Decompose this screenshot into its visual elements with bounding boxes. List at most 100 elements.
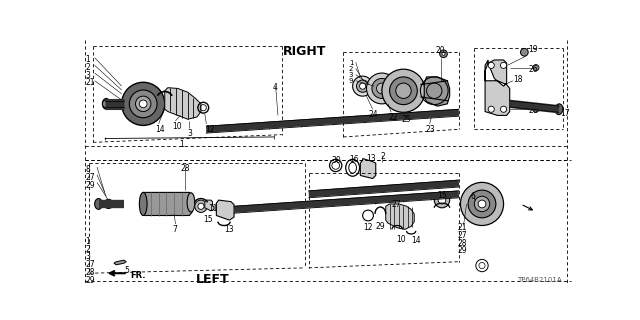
- Text: 25: 25: [401, 116, 411, 124]
- Text: 17: 17: [561, 109, 570, 118]
- Text: 10: 10: [396, 235, 405, 244]
- Text: TP64B2101A: TP64B2101A: [516, 277, 561, 283]
- Text: 14: 14: [155, 124, 164, 134]
- Text: 3: 3: [86, 252, 90, 261]
- Polygon shape: [485, 60, 509, 116]
- Text: 21: 21: [458, 223, 467, 232]
- Circle shape: [106, 202, 111, 206]
- Polygon shape: [114, 260, 126, 265]
- Text: 4: 4: [273, 83, 277, 92]
- Circle shape: [500, 62, 507, 68]
- Text: 6: 6: [470, 192, 476, 201]
- Polygon shape: [205, 200, 214, 211]
- Circle shape: [390, 77, 417, 105]
- Text: 29: 29: [86, 276, 95, 284]
- Text: 28: 28: [180, 164, 189, 173]
- Circle shape: [360, 83, 365, 89]
- Circle shape: [367, 73, 397, 104]
- Text: 22: 22: [388, 113, 397, 122]
- Circle shape: [102, 100, 110, 108]
- Text: 28: 28: [458, 239, 467, 248]
- Circle shape: [533, 65, 539, 71]
- Text: 27: 27: [391, 200, 401, 209]
- Ellipse shape: [140, 192, 147, 215]
- Text: 19: 19: [528, 44, 538, 53]
- Circle shape: [488, 62, 494, 68]
- Text: 13: 13: [224, 225, 234, 234]
- Text: 1: 1: [86, 55, 90, 64]
- Circle shape: [396, 83, 411, 99]
- Circle shape: [356, 80, 369, 92]
- Text: 1: 1: [349, 60, 353, 66]
- Text: 12: 12: [364, 223, 373, 232]
- Text: 2: 2: [86, 245, 90, 254]
- Circle shape: [488, 106, 494, 112]
- Text: 5: 5: [124, 266, 129, 275]
- Text: 1: 1: [179, 140, 184, 149]
- Text: 30: 30: [332, 156, 342, 165]
- Circle shape: [520, 48, 528, 56]
- Circle shape: [104, 199, 113, 209]
- Text: 29: 29: [86, 181, 95, 190]
- Polygon shape: [164, 88, 201, 119]
- Polygon shape: [424, 77, 450, 106]
- Text: 12: 12: [205, 124, 214, 134]
- Text: 2: 2: [380, 152, 385, 161]
- Circle shape: [442, 52, 445, 55]
- Text: 15: 15: [204, 215, 213, 225]
- Text: 3: 3: [86, 71, 90, 80]
- Text: 21: 21: [86, 78, 95, 87]
- Text: RIGHT: RIGHT: [284, 44, 326, 58]
- Circle shape: [372, 78, 392, 99]
- Polygon shape: [216, 200, 234, 220]
- Text: 2: 2: [349, 66, 353, 72]
- Text: FR.: FR.: [130, 271, 146, 280]
- Ellipse shape: [555, 104, 563, 115]
- Circle shape: [129, 90, 157, 118]
- Text: 3: 3: [188, 129, 193, 138]
- Text: 2: 2: [86, 63, 90, 72]
- Circle shape: [435, 192, 450, 208]
- Text: 24: 24: [368, 110, 378, 119]
- Text: 20: 20: [436, 46, 445, 55]
- Text: 27: 27: [86, 173, 95, 182]
- Text: 15: 15: [437, 191, 447, 200]
- Text: 9: 9: [349, 78, 353, 84]
- Text: 16: 16: [349, 156, 359, 164]
- Ellipse shape: [95, 198, 102, 209]
- Circle shape: [122, 82, 164, 125]
- Circle shape: [195, 200, 207, 212]
- Text: 14: 14: [411, 236, 420, 245]
- Text: 13: 13: [367, 154, 376, 163]
- Text: 26: 26: [528, 65, 538, 74]
- Circle shape: [353, 76, 372, 96]
- Text: 8: 8: [86, 165, 90, 174]
- Circle shape: [382, 69, 425, 112]
- Text: 27: 27: [458, 231, 467, 240]
- Ellipse shape: [187, 193, 195, 212]
- Text: 28: 28: [86, 268, 95, 277]
- Text: 29: 29: [376, 222, 385, 231]
- Text: 10: 10: [172, 122, 182, 131]
- Text: 3: 3: [349, 72, 353, 78]
- Polygon shape: [360, 158, 376, 179]
- Circle shape: [460, 182, 504, 226]
- Text: 27: 27: [86, 260, 95, 269]
- Text: 1: 1: [86, 237, 90, 246]
- Circle shape: [136, 96, 151, 112]
- Text: 26: 26: [528, 106, 538, 115]
- Polygon shape: [143, 192, 193, 215]
- Text: 11: 11: [209, 204, 218, 213]
- Circle shape: [500, 106, 507, 112]
- Circle shape: [140, 100, 147, 108]
- Text: 18: 18: [513, 75, 522, 84]
- Circle shape: [376, 83, 387, 94]
- Circle shape: [474, 196, 490, 212]
- Circle shape: [438, 196, 446, 204]
- Ellipse shape: [102, 99, 110, 109]
- Text: LEFT: LEFT: [196, 273, 229, 286]
- Circle shape: [440, 50, 447, 58]
- Circle shape: [198, 203, 204, 209]
- Polygon shape: [386, 204, 414, 229]
- Circle shape: [468, 190, 496, 218]
